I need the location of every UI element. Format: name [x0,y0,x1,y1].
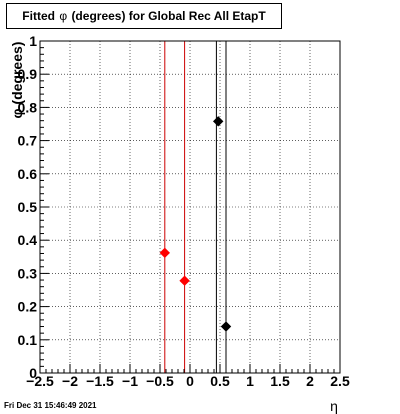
data-point [179,275,190,286]
y-axis-label: φ (degrees) [9,42,25,119]
x-tick-label: 2.5 [330,373,350,389]
data-point [159,247,171,259]
timestamp-label: Fri Dec 31 15:46:49 2021 [4,401,97,410]
y-tick-label: 0.3 [18,265,38,281]
y-tick-label: 0.6 [18,166,38,182]
data-point [220,321,232,332]
x-tick-label: 2 [306,373,314,389]
y-tick-label: 1 [29,33,37,49]
y-tick-label: 0 [29,365,37,381]
y-tick-label: 0.1 [18,332,38,348]
x-tick-label: −0.5 [146,373,174,389]
chart-title: Fitted φ (degrees) for Global Rec All Et… [6,3,282,29]
y-tick-label: 0.5 [18,199,38,215]
x-tick-label: −2.5 [26,373,54,389]
data-point [212,116,224,127]
chart-title-suffix: (degrees) for Global Rec All EtapT [71,9,266,23]
x-tick-label: −1.5 [86,373,114,389]
x-tick-label: 1.5 [270,373,290,389]
x-tick-label: −2 [62,373,78,389]
y-tick-label: 0.8 [18,99,38,115]
chart-title-prefix: Fitted [22,9,55,23]
chart-title-symbol: φ [59,9,68,23]
x-tick-label: −1 [122,373,138,389]
x-tick-label: 0.5 [210,373,230,389]
x-axis-label: η [330,398,338,414]
y-tick-label: 0.9 [18,66,38,82]
y-tick-label: 0.4 [18,232,38,248]
x-tick-label: 1 [246,373,254,389]
y-tick-label: 0.2 [18,299,38,315]
y-tick-label: 0.7 [18,133,38,149]
x-tick-label: 0 [186,373,194,389]
